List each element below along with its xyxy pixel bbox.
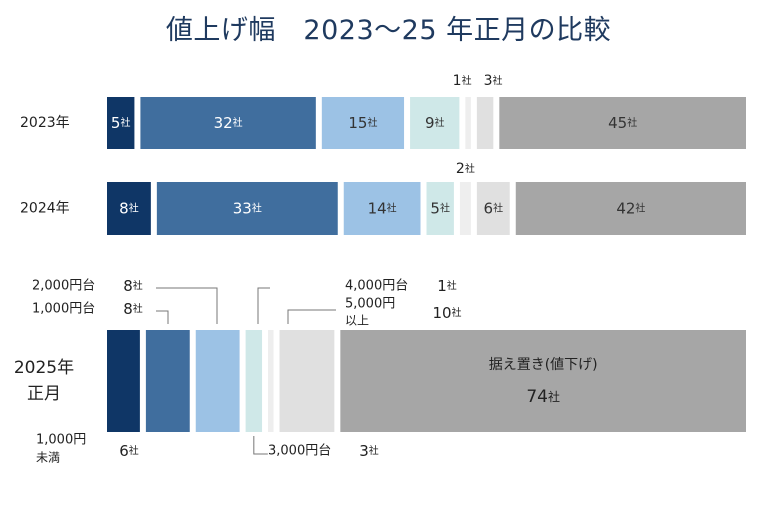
row-label: 2023年	[20, 115, 70, 131]
category-label: 3,000円台	[268, 444, 331, 459]
bar-segment	[107, 182, 151, 235]
chart-title: 値上げ幅 2023～25 年正月の比較	[165, 15, 612, 46]
bar-segment	[279, 330, 335, 432]
segment-value-label: 3社	[484, 73, 503, 89]
bar-segment	[476, 97, 494, 149]
bar-segment	[465, 97, 471, 149]
category-label: 未満	[36, 451, 60, 465]
bar-segment	[343, 182, 421, 235]
category-label: 以上	[345, 314, 369, 328]
bar-segment	[156, 182, 338, 235]
bar-segment	[245, 330, 263, 432]
segment-value-label: 6社	[484, 199, 504, 217]
bar-segment	[426, 182, 454, 235]
bar-segment	[499, 97, 746, 149]
segment-value-label: 32社	[214, 114, 243, 132]
bar-segment	[459, 182, 471, 235]
bar-segment	[321, 97, 405, 149]
leader-line	[156, 310, 169, 324]
bar-segment	[107, 97, 135, 149]
segment-value-label: 3社	[359, 442, 379, 460]
segment-value-label: 74社	[526, 387, 560, 407]
bar-segment	[476, 182, 510, 235]
bar-segment	[515, 182, 746, 235]
bar-segment	[410, 97, 460, 149]
segment-value-label: 6社	[119, 442, 139, 460]
segment-value-label: 9社	[425, 114, 445, 132]
segment-value-label: 8社	[119, 199, 139, 217]
leader-line	[287, 309, 336, 324]
leader-line	[156, 287, 218, 324]
row-label: 2025年	[14, 358, 74, 378]
row-label: 正月	[27, 384, 61, 404]
segment-value-label: 42社	[616, 199, 645, 217]
category-label: 5,000円	[345, 297, 395, 312]
bar-segment	[340, 330, 746, 432]
segment-value-label: 10社	[432, 304, 461, 322]
category-label: 1,000円	[36, 433, 86, 448]
segment-value-label: 8社	[123, 277, 143, 295]
bar-segment	[145, 330, 190, 432]
segment-value-label: 14社	[368, 199, 397, 217]
segment-value-label: 5社	[111, 114, 131, 132]
category-label: 4,000円台	[345, 279, 408, 294]
segment-value-label: 8社	[123, 300, 143, 318]
category-label: 2,000円台	[32, 279, 95, 294]
bar-segment	[107, 330, 140, 432]
leader-line	[257, 287, 270, 324]
segment-value-label: 5社	[430, 199, 450, 217]
bar-segment	[268, 330, 274, 432]
segment-value-label: 1社	[437, 277, 457, 295]
row-label: 2024年	[20, 201, 70, 217]
category-label: 1,000円台	[32, 302, 95, 317]
segment-value-label: 45社	[608, 114, 637, 132]
bar-segment	[195, 330, 240, 432]
segment-value-label: 33社	[233, 199, 262, 217]
segment-value-label: 1社	[453, 73, 472, 89]
category-label: 据え置き(値下げ)	[489, 357, 598, 373]
segment-value-label: 2社	[456, 161, 475, 177]
segment-value-label: 15社	[348, 114, 377, 132]
bar-segment	[140, 97, 316, 149]
leader-line	[253, 436, 268, 455]
